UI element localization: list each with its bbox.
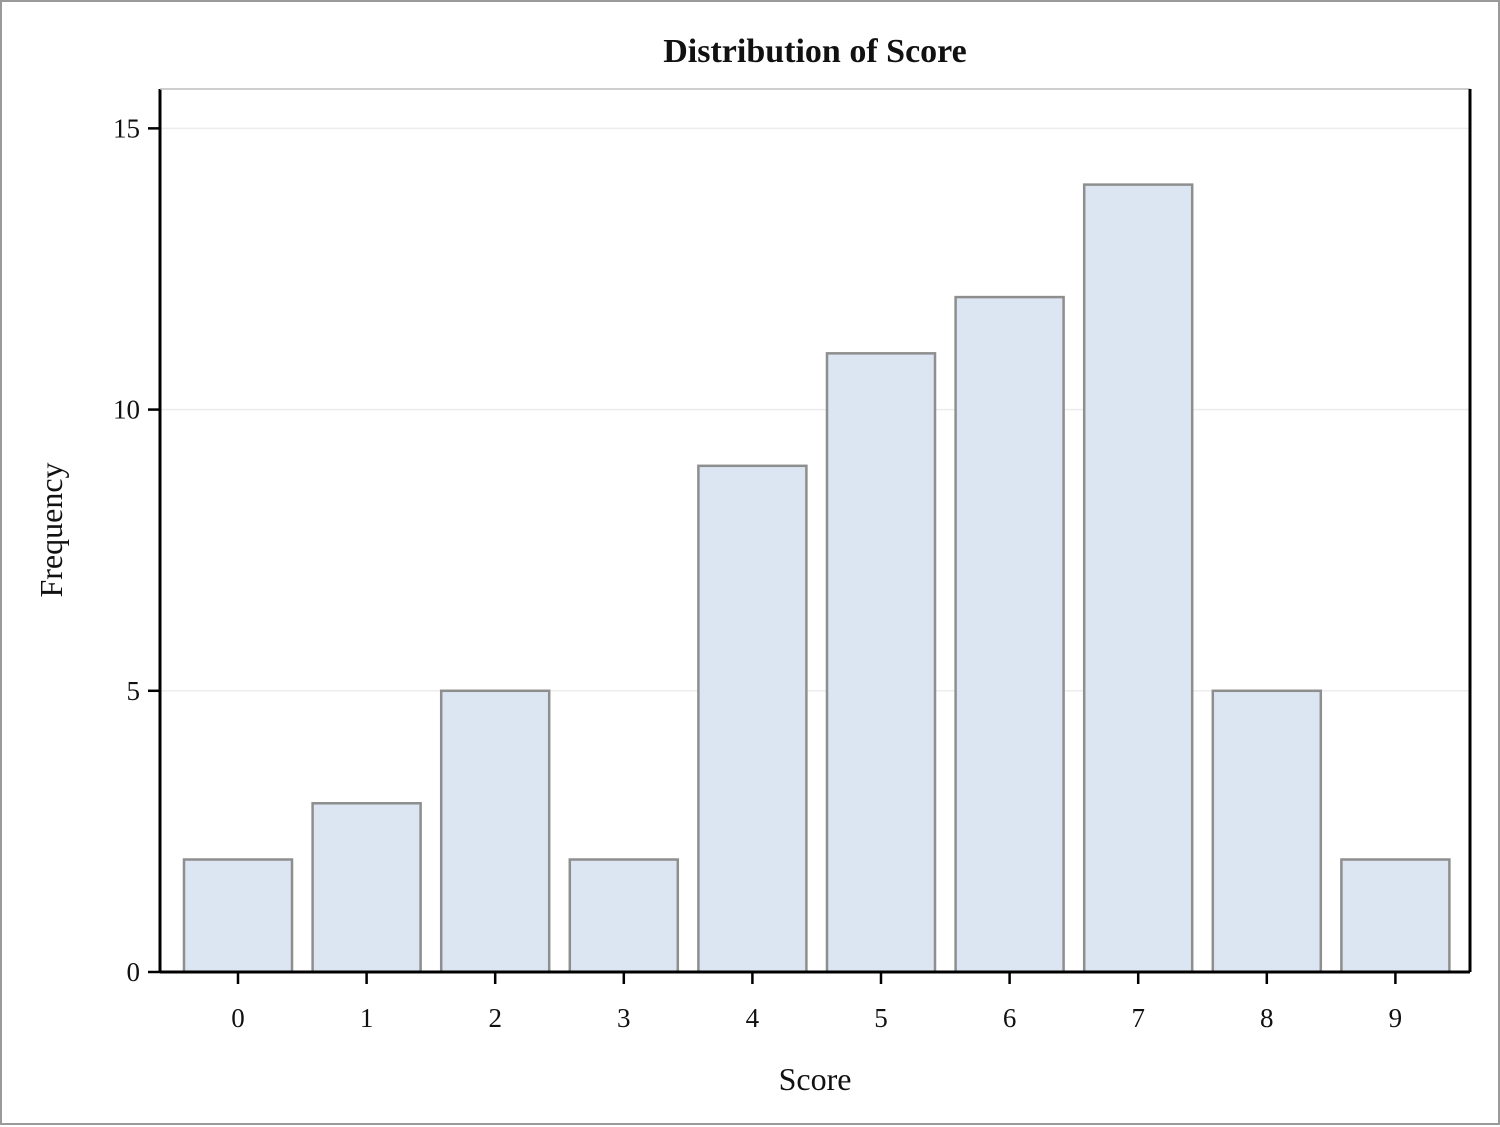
bar-score-7 (1082, 183, 1194, 974)
chart-title: Distribution of Score (663, 33, 966, 70)
bar-score-4 (697, 464, 808, 974)
x-ticks: 0 1 2 3 4 5 6 7 8 9 (231, 972, 1402, 1033)
x-axis-label: Score (779, 1061, 852, 1097)
y-axis-label: Frequency (33, 462, 69, 597)
grid-lines (160, 127, 1470, 692)
x-tick-label-8: 8 (1260, 1003, 1274, 1033)
x-tick-label-2: 2 (488, 1003, 502, 1033)
x-tick-label-1: 1 (360, 1003, 374, 1033)
bar-score-0 (182, 858, 294, 974)
bar-score-1 (311, 802, 422, 974)
bar-score-2 (439, 689, 551, 974)
bar-score-6 (954, 295, 1065, 974)
bars (182, 183, 1451, 974)
x-tick-label-3: 3 (617, 1003, 631, 1033)
bar-score-5 (825, 352, 937, 974)
y-tick-label-15: 15 (113, 113, 140, 143)
x-tick-label-0: 0 (231, 1003, 245, 1033)
y-tick-label-0: 0 (127, 957, 141, 987)
x-tick-label-4: 4 (746, 1003, 760, 1033)
x-tick-label-9: 9 (1389, 1003, 1403, 1033)
x-tick-label-7: 7 (1131, 1003, 1145, 1033)
axes (158, 88, 1472, 974)
y-tick-label-5: 5 (127, 676, 141, 706)
bar-score-3 (568, 858, 680, 974)
bar-score-9 (1340, 858, 1451, 974)
x-tick-label-6: 6 (1003, 1003, 1017, 1033)
bar-score-8 (1211, 689, 1323, 974)
y-tick-label-10: 10 (113, 395, 140, 425)
y-ticks: 0 5 10 15 (113, 113, 160, 987)
x-tick-label-5: 5 (874, 1003, 888, 1033)
